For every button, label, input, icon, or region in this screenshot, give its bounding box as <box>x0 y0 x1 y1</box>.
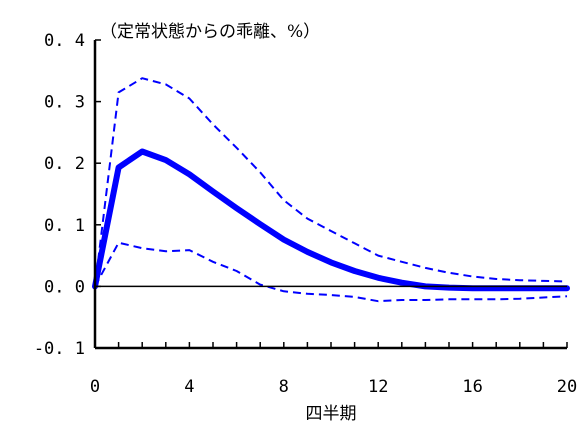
x-tick-label: 8 <box>279 377 289 397</box>
series-line-median <box>92 148 570 292</box>
plot-area <box>92 77 570 303</box>
x-tick-label: 0 <box>90 377 100 397</box>
series-line-upper-band <box>94 77 568 287</box>
y-tick-label: 0. 1 <box>44 216 85 236</box>
x-tick-label: 4 <box>184 377 194 397</box>
y-tick-label: 0. 3 <box>44 93 85 113</box>
x-tick-label: 12 <box>368 377 388 397</box>
y-tick-label: -0. 1 <box>34 339 85 359</box>
x-tick-label: 20 <box>557 377 577 397</box>
y-tick-label: 0. 0 <box>44 277 85 297</box>
y-tick-label: 0. 4 <box>44 31 85 51</box>
x-tick-label: 16 <box>462 377 482 397</box>
y-tick-label: 0. 2 <box>44 154 85 174</box>
axes: 0. 4 0. 3 0. 2 0. 1 0. 0 -0. 10 4 8 12 16 20 <box>34 31 577 397</box>
chart-title: （定常状態からの乖離、%） <box>100 22 320 42</box>
series-line-lower-band <box>94 241 568 303</box>
x-axis-label: 四半期 <box>306 404 357 423</box>
